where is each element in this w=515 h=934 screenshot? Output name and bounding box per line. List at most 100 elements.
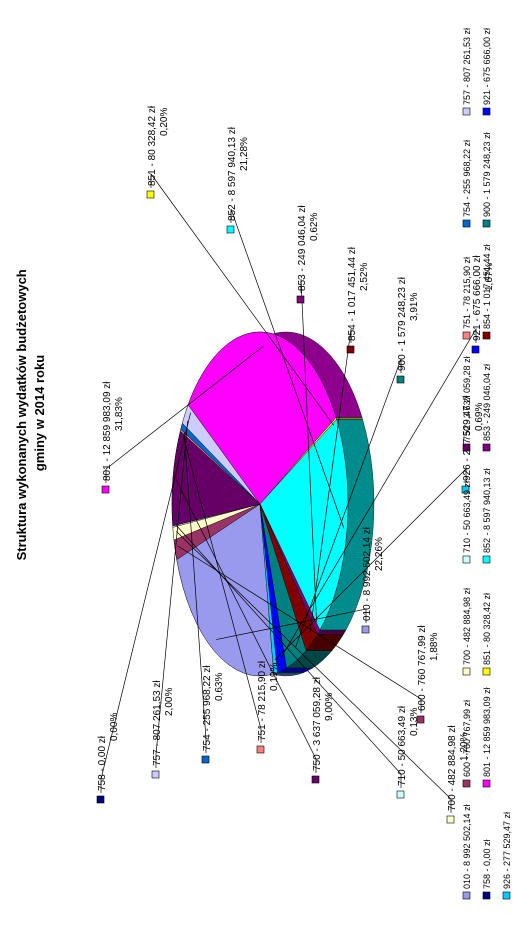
- legend-label-751: 751 - 78 215,90 zł: [462, 257, 472, 329]
- callout-line-710: [175, 524, 402, 788]
- callout-swatch-710: [396, 790, 405, 799]
- callout-label-854: 854 - 1 017 451,44 zł: [347, 246, 358, 341]
- chart-title: Struktura wykonanych wydatków budżetowyc…: [14, 266, 47, 561]
- legend-label-758: 758 - 0,00 zł: [482, 839, 492, 889]
- callout-label-600: 600 - 760 767,99 zł: [417, 625, 428, 711]
- callout-percent-853: 0,62%: [309, 213, 320, 241]
- legend-label-600: 600 - 760 767,99 zł: [462, 700, 472, 777]
- legend-swatch-700: [462, 667, 471, 676]
- callout-percent-854: 2,52%: [359, 263, 370, 291]
- legend-label-750: 750 - 3 637 059,28 zł: [462, 356, 472, 441]
- slice-801: [187, 331, 337, 505]
- slice-852: [259, 419, 349, 631]
- legend-swatch-851: [482, 667, 491, 676]
- callout-percent-750: 9,00%: [324, 693, 335, 721]
- legend-swatch-758: [482, 891, 491, 900]
- legend-swatch-900: [482, 219, 491, 228]
- callout-percent-757: 2,00%: [164, 688, 175, 716]
- callout-line-900: [294, 358, 402, 649]
- callout-percent-921: 1,67%: [484, 263, 495, 291]
- callout-line-757: [155, 420, 189, 768]
- callout-swatch-754: [201, 755, 210, 764]
- callout-line-700: [176, 531, 452, 813]
- legend-label-851: 851 - 80 328,42 zł: [482, 593, 492, 665]
- callout-percent-758: 0,00%: [109, 713, 120, 741]
- callout-label-853: 853 - 249 046,04 zł: [297, 205, 308, 291]
- callout-line-852: [230, 208, 345, 529]
- callout-swatch-758: [96, 795, 105, 804]
- legend-label-710: 710 - 50 663,49 zł: [462, 481, 472, 553]
- callout-swatch-854: [346, 345, 355, 354]
- callout-percent-751: 0,19%: [269, 663, 280, 691]
- legend-swatch-754: [462, 219, 471, 228]
- callout-swatch-801: [101, 485, 110, 494]
- legend-swatch-801: [482, 779, 491, 788]
- callout-line-926: [274, 468, 467, 660]
- callout-line-600: [177, 545, 422, 713]
- legend-swatch-600: [462, 779, 471, 788]
- callout-percent-900: 3,91%: [409, 293, 420, 321]
- callout-line-758: [100, 412, 191, 793]
- callout-label-921: 921 - 675 666,00 zł: [472, 255, 483, 341]
- callout-swatch-757: [151, 770, 160, 779]
- callout-line-754: [183, 432, 207, 753]
- callout-line-921: [280, 327, 477, 658]
- callout-label-700: 700 - 482 884,98 zł: [447, 725, 458, 811]
- callout-percent-710: 0,13%: [409, 708, 420, 736]
- legend-label-757: 757 - 807 261,53 zł: [462, 28, 472, 105]
- callout-label-801: 801 - 12 859 983,09 zł: [102, 381, 113, 481]
- callout-percent-851: 0,20%: [159, 108, 170, 136]
- callout-swatch-700: [446, 815, 455, 824]
- legend-label-926: 926 - 277 529,47 zł: [502, 812, 512, 889]
- callout-swatch-600: [416, 715, 425, 724]
- legend-label-852: 852 - 8 597 940,13 zł: [482, 468, 492, 553]
- slice-depth-851: [335, 417, 363, 420]
- callout-percent-010: 22,26%: [374, 537, 385, 571]
- legend-swatch-710: [462, 555, 471, 564]
- callout-swatch-900: [396, 375, 405, 384]
- legend-label-754: 754 - 255 968,22 zł: [462, 140, 472, 217]
- callout-label-750: 750 - 3 637 059,28 zł: [312, 676, 323, 771]
- callout-line-851: [150, 172, 334, 426]
- callout-line-010: [216, 608, 367, 640]
- slice-750: [171, 430, 261, 527]
- callout-label-758: 758 - 0,00 zł: [97, 735, 108, 791]
- legend-swatch-751: [462, 331, 471, 340]
- callout-label-010: 010 - 8 992 502,14 zł: [362, 526, 373, 621]
- callout-label-926: 926 - 277 529,47 zł: [462, 395, 473, 481]
- callout-percent-700: 1,20%: [459, 733, 470, 761]
- callout-percent-754: 0,63%: [214, 673, 225, 701]
- callout-swatch-010: [361, 625, 370, 634]
- callout-line-801: [105, 345, 264, 483]
- callout-swatch-750: [311, 775, 320, 784]
- legend-swatch-926: [502, 891, 511, 900]
- callout-swatch-921: [471, 345, 480, 354]
- callout-label-710: 710 - 50 663,49 zł: [397, 705, 408, 786]
- pie-callouts: 010 - 8 992 502,14 zł 22,26% 600 - 760 767…: [96, 105, 495, 824]
- callout-swatch-851: [146, 190, 155, 199]
- callout-percent-926: 0,69%: [474, 403, 485, 431]
- chart-title-line-2: gminy w 2014 roku: [32, 355, 47, 471]
- legend-swatch-852: [482, 555, 491, 564]
- legend-swatch-750: [462, 443, 471, 452]
- callout-label-852: 852 - 8 597 940,13 zł: [227, 126, 238, 221]
- legend-label-700: 700 - 482 884,98 zł: [462, 588, 472, 665]
- legend-label-900: 900 - 1 579 248,23 zł: [482, 132, 492, 217]
- callout-line-854: [309, 328, 352, 632]
- legend-swatch-853: [482, 443, 491, 452]
- legend-label-010: 010 - 8 992 502,14 zł: [462, 804, 472, 889]
- callout-swatch-852: [226, 225, 235, 234]
- callout-line-853: [300, 278, 317, 623]
- callout-percent-801: 31,83%: [114, 397, 125, 431]
- callout-percent-600: 1,88%: [429, 633, 440, 661]
- legend-label-853: 853 - 249 046,04 zł: [482, 364, 492, 441]
- pie-slices: [171, 331, 349, 677]
- callout-label-751: 751 - 78 215,90 zł: [257, 660, 268, 741]
- callout-label-754: 754 - 255 968,22 zł: [202, 665, 213, 751]
- legend-label-854: 854 - 1 017 451,44 zł: [482, 244, 492, 329]
- callout-label-851: 851 - 80 328,42 zł: [147, 105, 158, 186]
- callout-line-750: [175, 479, 317, 773]
- callout-swatch-751: [256, 745, 265, 754]
